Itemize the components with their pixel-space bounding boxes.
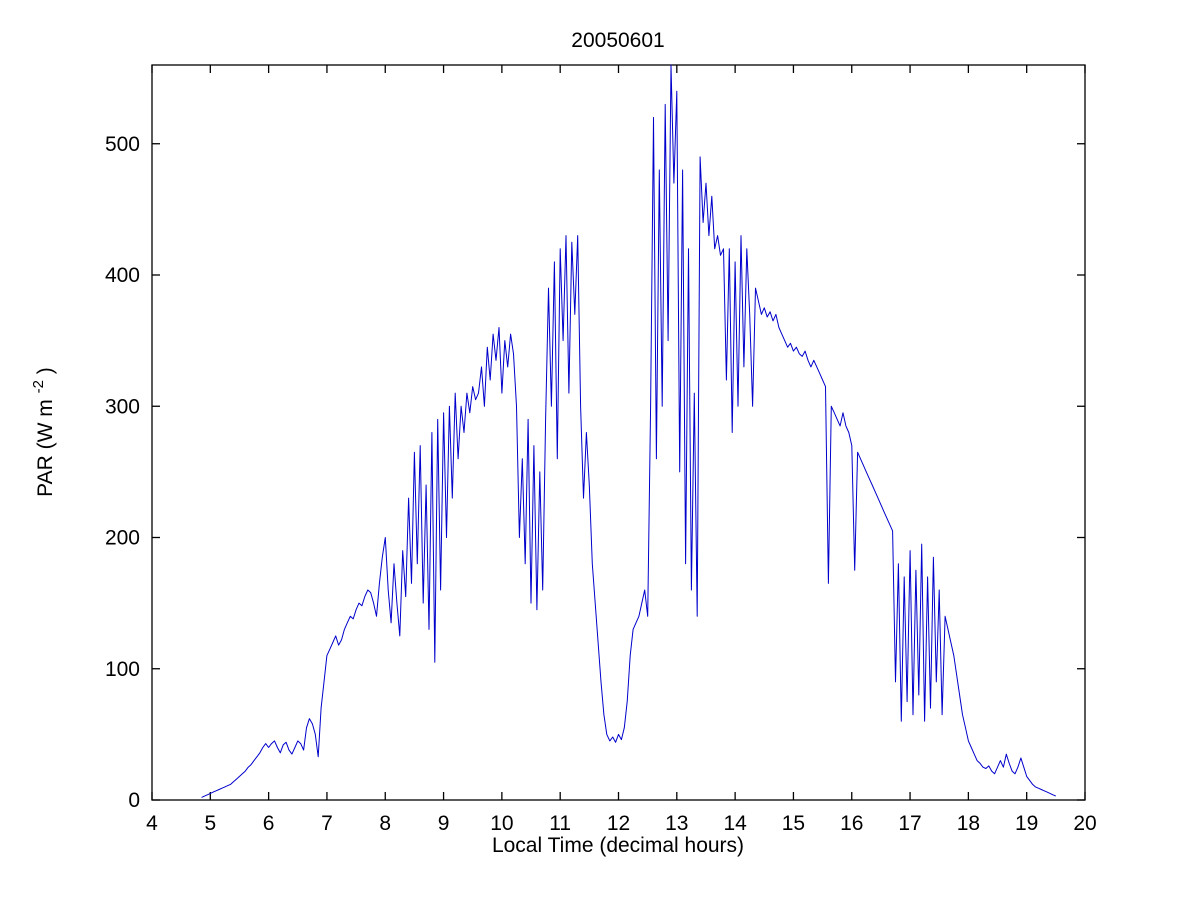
y-axis-label-superscript: -2 (30, 380, 47, 393)
x-axis-label: Local Time (decimal hours) (492, 834, 744, 857)
y-axis-label: PAR (W m -2 ) (25, 367, 57, 497)
y-tick-label: 400 (105, 264, 140, 287)
x-tick-label: 19 (1015, 812, 1038, 835)
x-tick-label: 18 (957, 812, 980, 835)
y-tick-label: 0 (128, 789, 140, 812)
x-tick-label: 8 (379, 812, 391, 835)
y-tick-label: 200 (105, 527, 140, 550)
plot-area (151, 64, 1086, 801)
x-tick-label: 4 (146, 812, 158, 835)
x-tick-label: 5 (204, 812, 216, 835)
x-tick-label: 14 (723, 812, 747, 835)
y-axis-label-text: PAR (W m (34, 399, 57, 497)
x-tick-label: 7 (321, 812, 333, 835)
axis-ticks: 4 5 6 7 8 9 10 11 12 13 14 15 16 17 18 19 20010020030040… (105, 65, 1097, 835)
chart-title: 20050601 (571, 29, 664, 52)
y-tick-label: 100 (105, 658, 140, 681)
x-tick-label: 15 (782, 812, 805, 835)
x-tick-label: 9 (438, 812, 450, 835)
y-tick-label: 300 (105, 395, 140, 418)
x-tick-label: 6 (263, 812, 275, 835)
x-tick-label: 11 (549, 812, 571, 835)
par-data-line (201, 64, 1057, 798)
x-tick-label: 20 (1073, 812, 1096, 835)
y-tick-label: 500 (105, 133, 140, 156)
y-axis-label-close: ) (34, 367, 57, 374)
x-tick-label: 17 (898, 812, 921, 835)
x-tick-label: 16 (840, 812, 863, 835)
data-series-layer (201, 64, 1057, 798)
x-tick-label: 12 (607, 812, 630, 835)
x-tick-label: 13 (665, 812, 688, 835)
x-tick-label: 10 (490, 812, 513, 835)
